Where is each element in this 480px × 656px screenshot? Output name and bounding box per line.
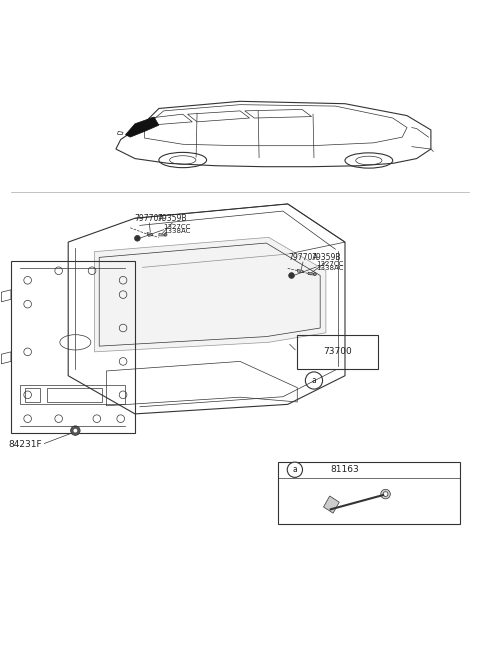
Circle shape [134, 236, 140, 241]
Text: 1338AC: 1338AC [316, 265, 344, 271]
Polygon shape [297, 270, 303, 273]
Text: 1338AC: 1338AC [164, 228, 191, 234]
Text: 1327CC: 1327CC [316, 261, 344, 267]
Polygon shape [147, 233, 153, 236]
Circle shape [71, 426, 80, 436]
Polygon shape [308, 272, 314, 275]
Text: 79359B: 79359B [157, 214, 187, 223]
Polygon shape [324, 496, 339, 513]
Polygon shape [125, 117, 159, 137]
Text: 84231F: 84231F [9, 440, 42, 449]
Text: 81163: 81163 [331, 465, 360, 474]
Polygon shape [159, 234, 165, 236]
Circle shape [288, 273, 294, 278]
Circle shape [381, 489, 390, 499]
Text: a: a [312, 376, 316, 385]
Text: 1327CC: 1327CC [164, 224, 191, 230]
Circle shape [164, 234, 167, 236]
Text: a: a [292, 465, 297, 474]
Circle shape [287, 462, 302, 478]
Text: 79770A: 79770A [288, 253, 318, 262]
Text: 79770A: 79770A [134, 214, 164, 223]
Text: 79359B: 79359B [311, 253, 341, 262]
Circle shape [313, 273, 316, 276]
Circle shape [383, 492, 388, 497]
Polygon shape [95, 237, 326, 352]
Text: 73700: 73700 [324, 348, 352, 356]
Circle shape [73, 428, 77, 432]
Circle shape [305, 372, 323, 389]
